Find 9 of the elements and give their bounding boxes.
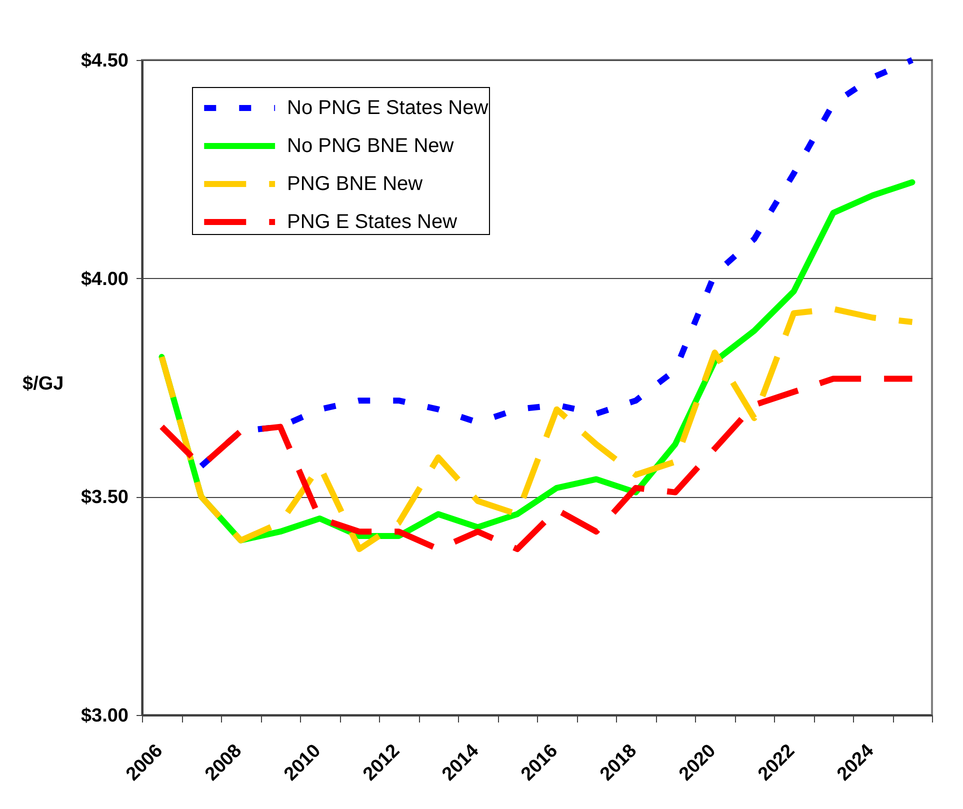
y-tick-label: $3.00 — [80, 706, 128, 726]
y-tick-label: $4.50 — [80, 50, 128, 72]
legend-label: PNG E States New — [287, 211, 458, 233]
y-tick-label: $3.50 — [80, 487, 128, 508]
y-tick-label: $4.00 — [80, 268, 128, 290]
legend-label: PNG BNE New — [287, 173, 424, 195]
legend-label: No PNG BNE New — [287, 135, 454, 157]
legend-label: No PNG E States New — [287, 97, 489, 119]
y-axis-title: $/GJ — [22, 374, 64, 394]
